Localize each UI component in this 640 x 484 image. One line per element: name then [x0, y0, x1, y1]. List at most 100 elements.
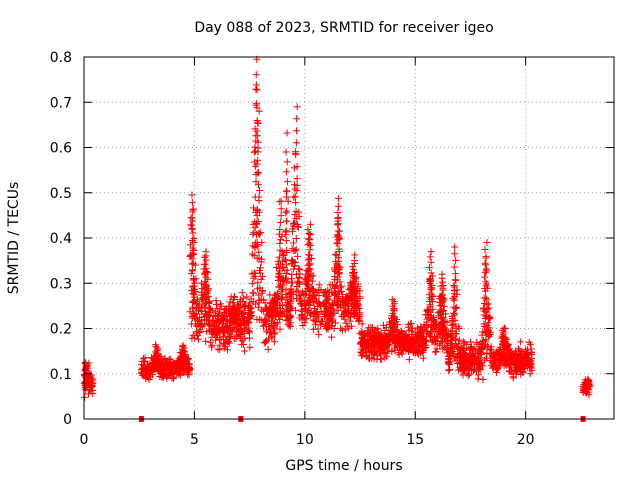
data-point — [338, 312, 346, 320]
data-point — [460, 364, 468, 372]
data-point — [282, 148, 290, 156]
data-point — [328, 333, 336, 341]
data-point — [254, 144, 262, 152]
data-point — [321, 323, 329, 331]
data-point — [426, 301, 434, 309]
data-point — [290, 265, 298, 273]
data-point — [145, 362, 153, 370]
data-point — [276, 281, 284, 289]
data-point — [275, 267, 283, 275]
data-point — [517, 367, 525, 375]
data-point — [480, 322, 488, 330]
data-point — [252, 101, 260, 109]
data-point — [148, 366, 156, 374]
data-point — [251, 162, 259, 170]
data-point — [399, 331, 407, 339]
data-point — [492, 369, 500, 377]
data-point — [481, 315, 489, 323]
y-tick-label: 0.2 — [50, 322, 72, 338]
data-point — [313, 311, 321, 319]
data-point — [367, 324, 375, 332]
data-point — [238, 336, 246, 344]
data-point — [523, 349, 531, 357]
data-point — [298, 302, 306, 310]
data-point — [293, 163, 301, 171]
data-point — [252, 85, 260, 93]
data-point — [188, 312, 196, 320]
data-point — [213, 329, 221, 337]
y-axis-label: SRMTID / TECUs — [6, 182, 22, 295]
data-point — [450, 350, 458, 358]
data-point — [583, 378, 591, 386]
data-point — [248, 280, 256, 288]
data-point — [292, 270, 300, 278]
data-point — [414, 329, 422, 337]
data-point — [292, 151, 300, 159]
data-point — [292, 127, 300, 135]
data-point — [349, 262, 357, 270]
y-tick-label: 0.1 — [50, 367, 72, 383]
data-point — [200, 270, 208, 278]
data-point — [221, 306, 229, 314]
data-point — [334, 293, 342, 301]
data-point — [231, 293, 239, 301]
data-point — [340, 309, 348, 317]
data-point — [283, 207, 291, 215]
data-point — [368, 354, 376, 362]
data-point — [305, 235, 313, 243]
data-point — [341, 315, 349, 323]
data-point — [276, 246, 284, 254]
data-point — [437, 302, 445, 310]
data-point — [437, 334, 445, 342]
data-point — [429, 316, 437, 324]
data-point — [477, 348, 485, 356]
data-point — [200, 320, 208, 328]
data-point — [335, 257, 343, 265]
data-point — [304, 271, 312, 279]
data-point — [470, 345, 478, 353]
data-point — [458, 345, 466, 353]
data-point — [427, 248, 435, 256]
data-point — [582, 389, 590, 397]
data-point — [425, 308, 433, 316]
data-point — [333, 300, 341, 308]
data-point — [512, 360, 520, 368]
data-point — [471, 346, 479, 354]
data-point — [270, 338, 278, 346]
data-point — [160, 370, 168, 378]
data-point — [253, 86, 261, 94]
data-point — [190, 297, 198, 305]
data-point — [291, 262, 299, 270]
data-point — [487, 346, 495, 354]
data-point — [254, 181, 262, 189]
data-point — [443, 331, 451, 339]
data-point — [452, 336, 460, 344]
data-point — [437, 282, 445, 290]
data-point — [224, 326, 232, 334]
data-point — [251, 224, 259, 232]
data-point — [188, 199, 196, 207]
data-point — [214, 345, 222, 353]
data-point — [277, 236, 285, 244]
data-point — [259, 322, 267, 330]
data-point — [152, 343, 160, 351]
data-point — [261, 317, 269, 325]
data-point — [305, 306, 313, 314]
data-point — [255, 299, 263, 307]
data-point — [310, 316, 318, 324]
data-point — [333, 239, 341, 247]
data-point — [200, 260, 208, 268]
data-point — [365, 348, 373, 356]
data-point — [292, 235, 300, 243]
data-point — [277, 295, 285, 303]
data-point — [483, 349, 491, 357]
data-point — [350, 265, 358, 273]
data-point — [431, 348, 439, 356]
data-point — [291, 247, 299, 255]
data-point — [292, 215, 300, 223]
data-point — [188, 267, 196, 275]
data-point — [485, 332, 493, 340]
data-point — [405, 326, 413, 334]
data-point — [334, 270, 342, 278]
